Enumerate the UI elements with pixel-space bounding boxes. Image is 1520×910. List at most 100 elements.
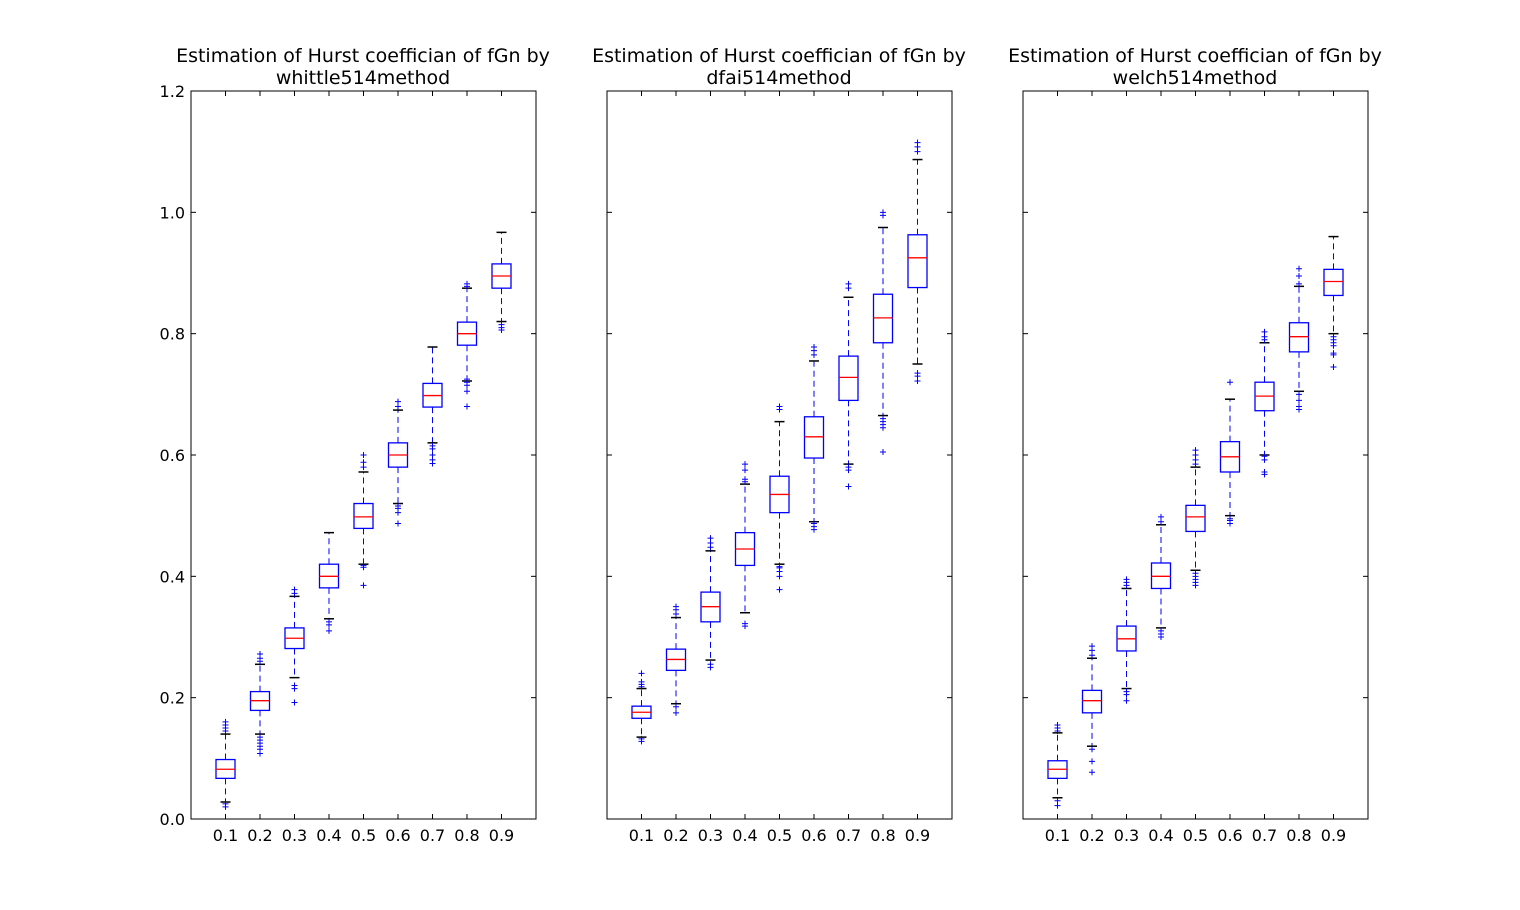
box [838, 355, 859, 402]
flier-point [498, 321, 505, 328]
subplot-dfai: Estimation of Hurst coeffician of fGn by… [592, 45, 966, 845]
x-tick-label: 0.4 [732, 826, 757, 845]
box-plot-0.7 [1254, 328, 1275, 478]
box [1323, 268, 1344, 297]
flier-point [360, 459, 367, 466]
box-plot-0.6 [803, 344, 825, 533]
flier-point [1054, 721, 1061, 728]
flier-point [1054, 797, 1061, 804]
plot-area: 0.0 0.2 0.4 0.6 0.8 1.0 1.2 0.1 0.2 0.3 0.4 0.5 0.6 0… [160, 82, 537, 845]
x-tick-label: 0.3 [698, 826, 723, 845]
flier-point [1296, 273, 1302, 280]
flier-point [1261, 328, 1268, 335]
flier-point [360, 452, 367, 458]
flier-point [395, 520, 401, 527]
flier-point [429, 452, 436, 458]
flier-point [776, 403, 783, 410]
x-tick-label: 0.3 [1114, 826, 1139, 845]
flier-point [1192, 570, 1199, 577]
flier-point [914, 370, 921, 377]
box-plot-0.1 [631, 670, 652, 745]
flier-point [707, 661, 714, 668]
box [1081, 689, 1103, 714]
flier-point [1089, 769, 1095, 776]
flier-point [845, 464, 852, 471]
flier-point [464, 376, 470, 383]
flier-point [257, 650, 263, 657]
flier-point [811, 344, 817, 351]
box-plot-0.5 [1185, 447, 1206, 589]
flier-point [776, 586, 783, 593]
flier-point [360, 582, 367, 589]
flier-point [845, 483, 852, 490]
box-plot-0.2 [1081, 643, 1103, 776]
flier-point [1192, 447, 1199, 454]
x-tick-label: 0.9 [489, 826, 514, 845]
y-tick-label: 0.6 [160, 446, 185, 465]
x-tick-label: 0.7 [836, 826, 861, 845]
x-tick-label: 0.8 [1286, 826, 1311, 845]
x-tick-label: 0.2 [1079, 826, 1104, 845]
flier-point [707, 535, 714, 542]
plot-area: 0.1 0.2 0.3 0.4 0.5 0.6 0.7 0.8 0.9 [1022, 90, 1369, 845]
flier-point [742, 461, 748, 468]
x-tick-label: 0.3 [282, 826, 307, 845]
box-plot-0.8 [456, 280, 478, 410]
flier-point [1227, 379, 1233, 386]
box-plot-0.2 [249, 650, 271, 757]
flier-point [1123, 697, 1130, 704]
box-plot-0.3 [284, 586, 305, 706]
box [353, 502, 374, 530]
box-plot-0.7 [838, 280, 859, 490]
x-tick-label: 0.4 [1148, 826, 1173, 845]
x-tick-label: 0.5 [351, 826, 376, 845]
x-tick-label: 0.2 [663, 826, 688, 845]
flier-point [742, 467, 748, 474]
box [1185, 504, 1206, 533]
flier-point [638, 670, 645, 677]
flier-point [1296, 265, 1302, 272]
flier-point [1158, 513, 1164, 520]
flier-point [776, 563, 783, 570]
flier-point [464, 403, 470, 410]
x-tick-label: 0.9 [905, 826, 930, 845]
x-tick-label: 0.6 [385, 826, 410, 845]
x-tick-label: 0.5 [767, 826, 792, 845]
box-plot-0.7 [422, 346, 443, 467]
x-tick-label: 0.7 [420, 826, 445, 845]
flier-point [291, 682, 298, 689]
flier-point [1296, 280, 1302, 287]
flier-point [291, 586, 298, 593]
box-plot-0.1 [1047, 721, 1068, 809]
subplot-title-line-2: welch514method [1113, 67, 1278, 89]
flier-point [1261, 468, 1268, 475]
flier-point [1330, 364, 1337, 371]
y-tick-label: 1.2 [160, 82, 185, 101]
flier-point [464, 388, 470, 395]
box-plot-0.6 [387, 398, 409, 527]
flier-point [1227, 515, 1233, 522]
flier-point [1089, 643, 1095, 650]
flier-point [222, 718, 229, 725]
flier-point [1296, 391, 1302, 398]
x-tick-label: 0.5 [1183, 826, 1208, 845]
flier-point [811, 520, 817, 527]
x-tick-label: 0.6 [801, 826, 826, 845]
y-tick-label: 0.8 [160, 325, 185, 344]
x-tick-label: 0.2 [247, 826, 272, 845]
box-plot-0.9 [907, 139, 928, 384]
y-tick-label: 1.0 [160, 203, 185, 222]
flier-point [1296, 403, 1302, 410]
subplot-title-line-2: whittle514method [276, 67, 450, 89]
box-plot-0.9 [491, 231, 512, 334]
x-tick-label: 0.1 [213, 826, 238, 845]
flier-point [638, 735, 645, 742]
box-plot-0.8 [872, 209, 894, 455]
flier-point [326, 627, 332, 634]
flier-point [1123, 576, 1130, 583]
x-tick-label: 0.1 [629, 826, 654, 845]
flier-point [880, 448, 886, 455]
box-plot-0.6 [1219, 379, 1241, 527]
subplot-welch: Estimation of Hurst coeffician of fGn by… [1008, 45, 1382, 845]
flier-point [429, 442, 436, 449]
